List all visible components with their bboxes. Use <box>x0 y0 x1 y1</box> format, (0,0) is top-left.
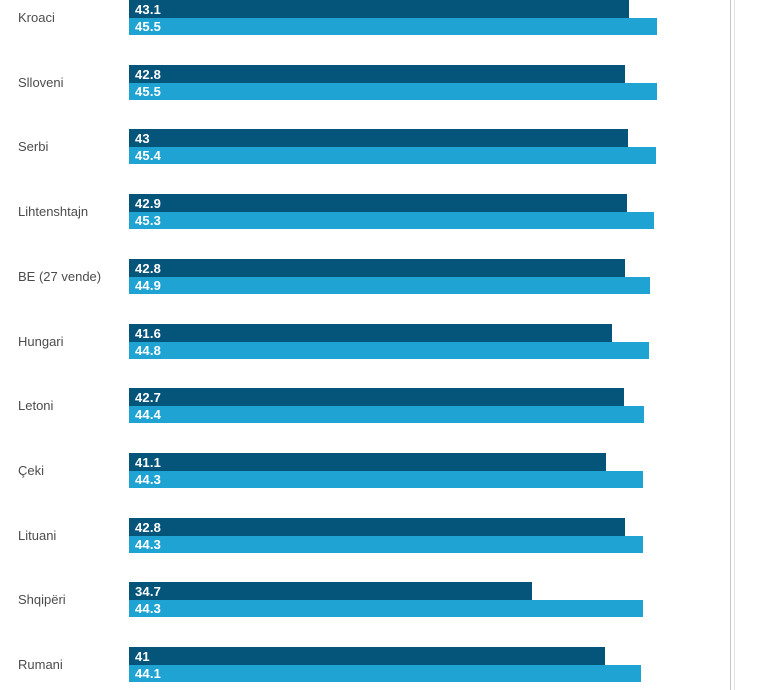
series-light-bar: 44.4 <box>129 406 644 423</box>
chart-row: Shqipëri 34.7 44.3 <box>0 582 730 617</box>
chart-row: Çeki 41.1 44.3 <box>0 453 730 488</box>
category-label: Kroaci <box>18 10 55 25</box>
value-label: 44.4 <box>135 407 162 422</box>
value-label: 44.3 <box>135 537 162 552</box>
right-divider-line <box>730 0 731 690</box>
series-light-bar: 44.3 <box>129 471 643 488</box>
bar-group: 42.7 44.4 <box>129 388 644 423</box>
bar-group: 41 44.1 <box>129 647 641 682</box>
value-label: 42.8 <box>135 520 162 535</box>
series-light-bar: 45.4 <box>129 147 656 164</box>
chart-row: Lituani 42.8 44.3 <box>0 518 730 553</box>
series-light-bar: 45.5 <box>129 83 657 100</box>
series-dark-bar: 43.1 <box>129 0 629 18</box>
value-label: 45.5 <box>135 84 162 99</box>
chart-row: Serbi 43 45.4 <box>0 129 730 164</box>
bar-group: 43 45.4 <box>129 129 656 164</box>
value-label: 42.7 <box>135 390 162 405</box>
category-label: Rumani <box>18 657 63 672</box>
series-light-bar: 44.1 <box>129 665 641 682</box>
series-dark-bar: 42.7 <box>129 388 624 406</box>
series-dark-bar: 43 <box>129 129 628 147</box>
bar-group: 42.8 44.3 <box>129 518 643 553</box>
value-label: 45.3 <box>135 213 162 228</box>
category-label: Lihtenshtajn <box>18 204 89 219</box>
value-label: 45.4 <box>135 148 162 163</box>
bar-chart: Kroaci 43.1 45.5 Slloveni 42.8 45.5 Serbi 43 45.… <box>0 0 730 682</box>
value-label: 41 <box>135 649 150 664</box>
category-label: Hungari <box>18 334 64 349</box>
chart-row: BE (27 vende) 42.8 44.9 <box>0 259 730 294</box>
bar-group: 42.9 45.3 <box>129 194 654 229</box>
value-label: 45.5 <box>135 19 162 34</box>
series-dark-bar: 42.8 <box>129 259 625 277</box>
value-label: 44.3 <box>135 472 162 487</box>
value-label: 41.1 <box>135 455 162 470</box>
bar-group: 42.8 44.9 <box>129 259 650 294</box>
value-label: 42.8 <box>135 67 162 82</box>
bar-group: 41.1 44.3 <box>129 453 643 488</box>
category-label: Shqipëri <box>18 592 66 607</box>
category-label: Lituani <box>18 528 57 543</box>
series-light-bar: 44.3 <box>129 536 643 553</box>
series-dark-bar: 41.1 <box>129 453 606 471</box>
series-dark-bar: 42.8 <box>129 518 625 536</box>
chart-row: Rumani 41 44.1 <box>0 647 730 682</box>
right-edge-line <box>734 0 735 690</box>
chart-row: Slloveni 42.8 45.5 <box>0 65 730 100</box>
series-dark-bar: 41 <box>129 647 605 665</box>
series-light-bar: 44.8 <box>129 342 649 359</box>
value-label: 44.3 <box>135 601 162 616</box>
value-label: 43 <box>135 131 150 146</box>
category-label: Serbi <box>18 139 49 154</box>
category-label: Çeki <box>18 463 45 478</box>
chart-row: Kroaci 43.1 45.5 <box>0 0 730 35</box>
series-light-bar: 44.3 <box>129 600 643 617</box>
bar-group: 34.7 44.3 <box>129 582 643 617</box>
bar-group: 41.6 44.8 <box>129 324 649 359</box>
series-dark-bar: 34.7 <box>129 582 532 600</box>
series-dark-bar: 42.8 <box>129 65 625 83</box>
series-dark-bar: 41.6 <box>129 324 612 342</box>
category-label: BE (27 vende) <box>18 269 102 284</box>
series-light-bar: 44.9 <box>129 277 650 294</box>
value-label: 41.6 <box>135 326 162 341</box>
value-label: 44.1 <box>135 666 162 681</box>
series-light-bar: 45.3 <box>129 212 654 229</box>
chart-row: Lihtenshtajn 42.9 45.3 <box>0 194 730 229</box>
category-label: Letoni <box>18 398 54 413</box>
bar-group: 42.8 45.5 <box>129 65 657 100</box>
chart-row: Hungari 41.6 44.8 <box>0 324 730 359</box>
value-label: 42.9 <box>135 196 162 211</box>
chart-row: Letoni 42.7 44.4 <box>0 388 730 423</box>
category-label: Slloveni <box>18 75 64 90</box>
bar-group: 43.1 45.5 <box>129 0 657 35</box>
value-label: 44.9 <box>135 278 162 293</box>
value-label: 34.7 <box>135 584 162 599</box>
value-label: 43.1 <box>135 2 162 17</box>
value-label: 42.8 <box>135 261 162 276</box>
value-label: 44.8 <box>135 343 162 358</box>
series-light-bar: 45.5 <box>129 18 657 35</box>
series-dark-bar: 42.9 <box>129 194 627 212</box>
